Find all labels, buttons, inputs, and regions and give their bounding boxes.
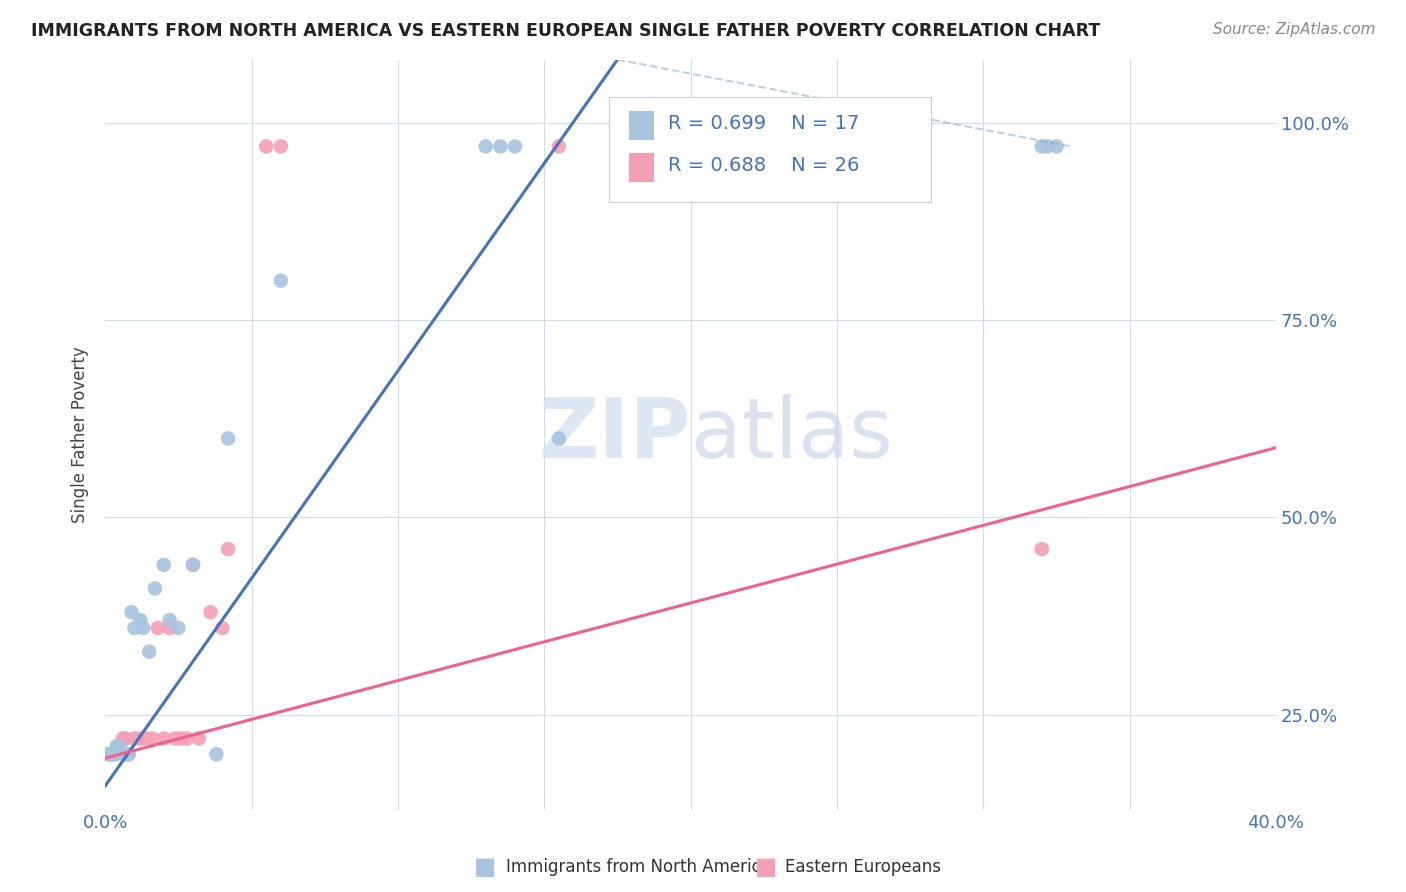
Point: [111, 731, 134, 746]
Text: Immigrants from North America: Immigrants from North America: [506, 858, 770, 876]
Point: [474, 139, 496, 153]
Point: [200, 605, 222, 619]
Point: [1031, 139, 1053, 153]
Y-axis label: Single Father Poverty: Single Father Poverty: [72, 346, 89, 523]
Point: [1045, 139, 1067, 153]
Point: [159, 621, 181, 635]
Point: [124, 621, 146, 635]
Point: [146, 621, 169, 635]
Point: [100, 747, 122, 762]
Point: [117, 747, 139, 762]
Point: [143, 582, 166, 596]
Point: [108, 739, 131, 754]
Point: [97, 747, 120, 762]
Text: ZIP: ZIP: [538, 394, 690, 475]
Point: [129, 613, 152, 627]
Point: [117, 747, 139, 762]
Point: [217, 542, 239, 557]
Point: [105, 739, 128, 754]
Point: [547, 432, 569, 446]
Point: [108, 739, 131, 754]
Text: IMMIGRANTS FROM NORTH AMERICA VS EASTERN EUROPEAN SINGLE FATHER POVERTY CORRELAT: IMMIGRANTS FROM NORTH AMERICA VS EASTERN…: [31, 22, 1099, 40]
FancyBboxPatch shape: [609, 97, 931, 202]
Point: [135, 731, 157, 746]
Text: ■: ■: [474, 855, 496, 879]
Point: [114, 747, 136, 762]
Text: R = 0.699    N = 17: R = 0.699 N = 17: [668, 114, 859, 133]
Text: Source: ZipAtlas.com: Source: ZipAtlas.com: [1212, 22, 1375, 37]
Point: [111, 747, 134, 762]
Point: [205, 747, 228, 762]
Point: [181, 558, 204, 572]
Text: R = 0.688    N = 26: R = 0.688 N = 26: [668, 156, 859, 175]
Text: ■: ■: [755, 855, 778, 879]
Point: [124, 731, 146, 746]
Point: [100, 747, 122, 762]
Point: [159, 613, 181, 627]
Point: [165, 731, 187, 746]
Point: [270, 274, 292, 288]
Point: [176, 731, 198, 746]
Point: [97, 747, 120, 762]
Point: [138, 645, 160, 659]
Text: atlas: atlas: [690, 394, 893, 475]
Point: [132, 621, 155, 635]
Point: [489, 139, 512, 153]
Point: [152, 731, 174, 746]
Point: [547, 139, 569, 153]
Point: [270, 139, 292, 153]
FancyBboxPatch shape: [628, 112, 654, 140]
Point: [105, 739, 128, 754]
Point: [114, 731, 136, 746]
Point: [121, 605, 143, 619]
Point: [1036, 139, 1059, 153]
Point: [181, 558, 204, 572]
Point: [103, 747, 125, 762]
Point: [503, 139, 526, 153]
FancyBboxPatch shape: [628, 153, 654, 182]
Point: [254, 139, 277, 153]
Point: [141, 731, 163, 746]
Point: [167, 621, 190, 635]
Point: [103, 747, 125, 762]
Point: [1031, 542, 1053, 557]
Point: [129, 731, 152, 746]
Point: [152, 558, 174, 572]
Point: [187, 731, 209, 746]
Point: [217, 432, 239, 446]
Point: [170, 731, 193, 746]
Point: [211, 621, 233, 635]
Text: Eastern Europeans: Eastern Europeans: [785, 858, 941, 876]
